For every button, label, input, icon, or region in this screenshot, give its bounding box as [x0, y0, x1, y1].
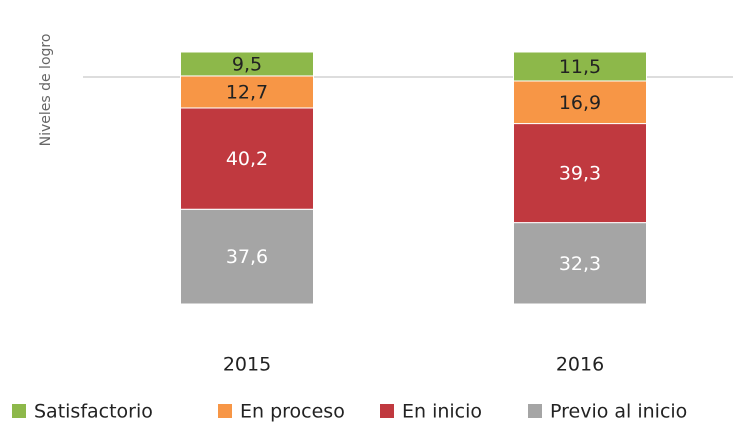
- legend-swatch: [218, 404, 232, 418]
- value-label: 39,3: [559, 163, 601, 185]
- value-label: 12,7: [226, 81, 268, 103]
- legend-label: En proceso: [240, 401, 345, 423]
- bar-segment: [513, 80, 647, 125]
- bar-segment: [180, 51, 314, 77]
- legend-label: Satisfactorio: [34, 401, 153, 423]
- legend-label: Previo al inicio: [550, 401, 687, 423]
- bar-segment: [513, 51, 647, 82]
- value-label: 16,9: [559, 92, 601, 114]
- legend-swatch: [528, 404, 542, 418]
- value-label: 40,2: [226, 148, 268, 170]
- legend-label: En inicio: [402, 401, 482, 423]
- bar-segment: [180, 107, 314, 210]
- legend-swatch: [380, 404, 394, 418]
- bar-segment: [180, 208, 314, 305]
- bar-segment: [513, 222, 647, 305]
- y-axis-label: Niveles de logro: [38, 34, 54, 147]
- value-label: 11,5: [559, 56, 601, 78]
- x-tick-label: 2016: [556, 354, 604, 376]
- value-label: 9,5: [232, 53, 262, 75]
- value-label: 32,3: [559, 253, 601, 275]
- x-tick-label: 2015: [223, 354, 271, 376]
- bar-segment: [513, 123, 647, 224]
- legend-swatch: [12, 404, 26, 418]
- value-label: 37,6: [226, 246, 268, 268]
